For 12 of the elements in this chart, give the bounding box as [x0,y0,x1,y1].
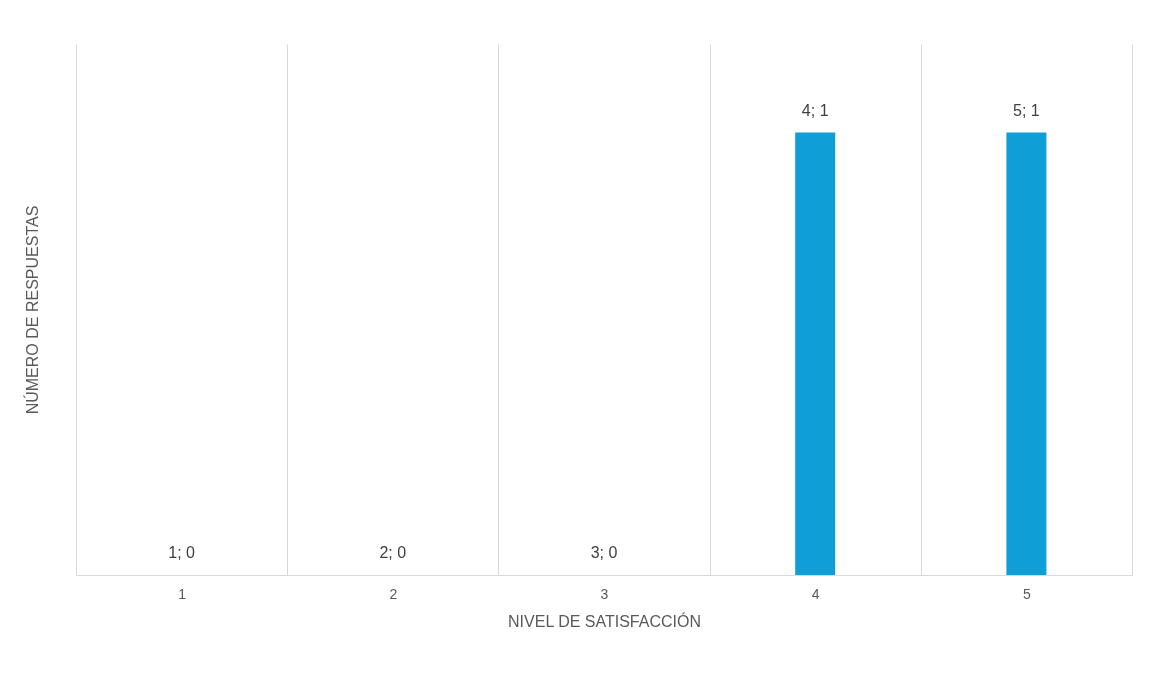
x-tick-label: 4 [811,585,820,602]
data-label: 2; 0 [379,544,407,561]
x-tick-label: 5 [1023,585,1031,602]
data-label: 4; 1 [801,101,829,119]
data-label: 3; 0 [590,544,618,561]
data-label: 5; 1 [1013,101,1040,119]
x-tick-label: 1 [178,585,187,602]
y-axis-title: NÚMERO DE RESPUESTAS [22,205,41,415]
x-tick-label: 2 [389,585,398,602]
x-axis-title: NIVEL DE SATISFACCIÓN [508,611,701,630]
data-label: 1; 0 [168,544,196,561]
x-tick-label: 3 [600,585,609,602]
